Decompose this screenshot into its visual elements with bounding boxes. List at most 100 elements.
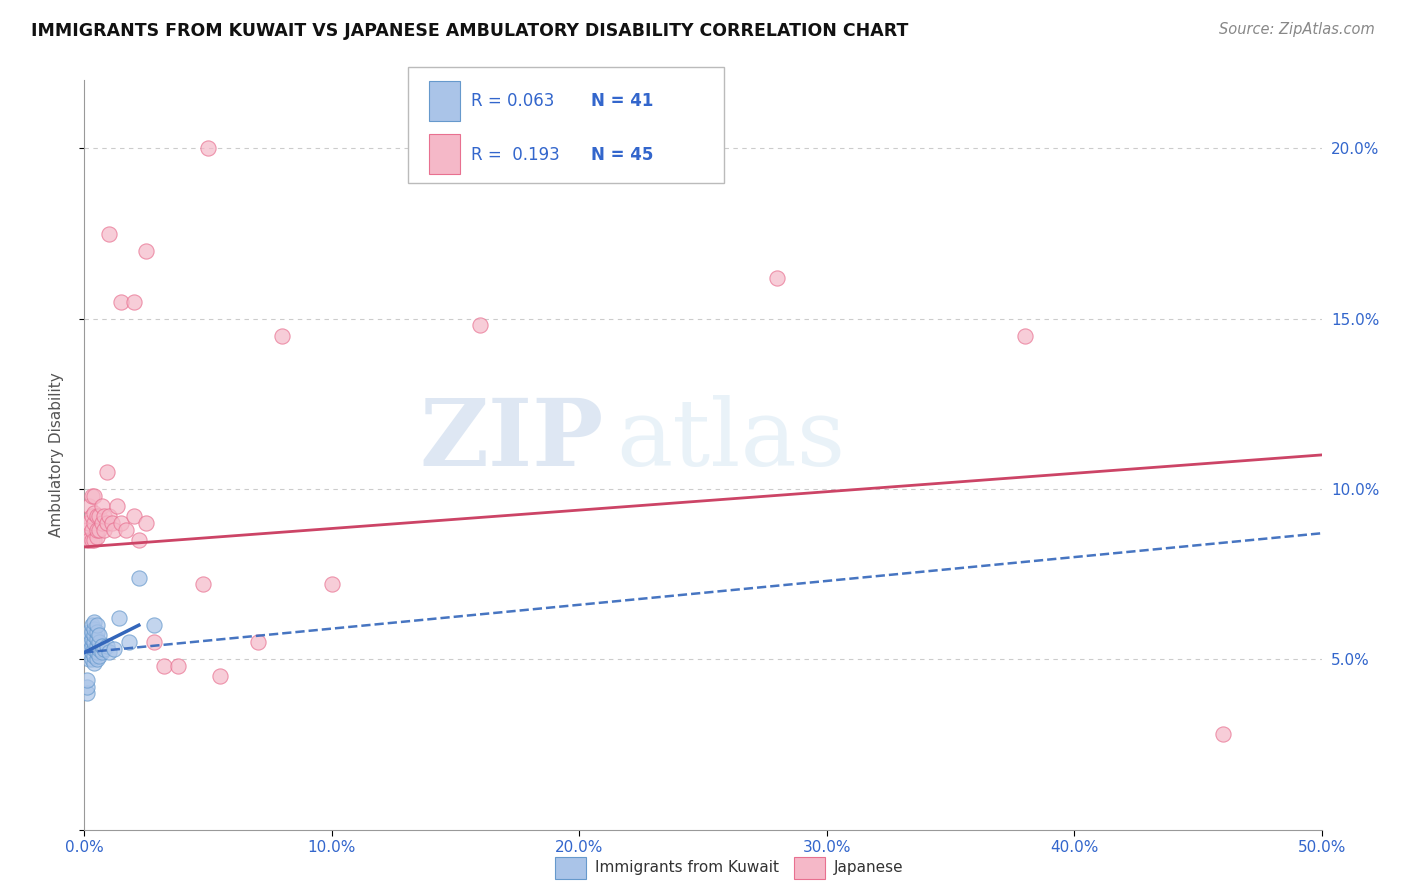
Point [197,141,219,155]
Point [90,499,112,513]
Text: IMMIGRANTS FROM KUWAIT VS JAPANESE AMBULATORY DISABILITY CORRELATION CHART: IMMIGRANTS FROM KUWAIT VS JAPANESE AMBUL… [31,22,908,40]
Point [271,328,294,343]
Point [83,642,105,657]
Point [96,639,118,653]
Text: R =  0.193: R = 0.193 [471,146,560,164]
Y-axis label: Ambulatory Disability: Ambulatory Disability [49,373,63,537]
Point [86,530,108,544]
Point [118,635,141,649]
Point [80,645,103,659]
Text: Source: ZipAtlas.com: Source: ZipAtlas.com [1219,22,1375,37]
Point [142,635,165,649]
Point [93,523,115,537]
Point [83,628,105,642]
Point [103,642,125,657]
Point [83,506,105,520]
Text: ZIP: ZIP [420,395,605,485]
Point [83,635,105,649]
Point [128,570,150,584]
Point [128,533,150,547]
Point [191,577,214,591]
Point [1014,328,1036,343]
Text: Japanese: Japanese [834,861,904,875]
Point [76,523,98,537]
Point [76,686,98,700]
Point [167,659,190,673]
Point [76,516,98,530]
Point [83,622,105,636]
Point [86,625,108,640]
Point [80,533,103,547]
Point [90,516,112,530]
Point [79,652,101,666]
Point [80,632,103,646]
Point [103,523,125,537]
Point [96,465,118,479]
Point [89,642,111,657]
Point [79,625,101,640]
Point [83,489,105,503]
Point [86,618,108,632]
Point [89,635,111,649]
Point [135,244,157,258]
Point [122,294,145,309]
Point [115,523,138,537]
Point [79,533,101,547]
Point [79,516,101,530]
Point [93,642,115,657]
Text: N = 45: N = 45 [591,146,652,164]
Point [98,227,121,241]
Point [90,639,112,653]
Text: N = 41: N = 41 [591,93,652,111]
Point [83,656,105,670]
Point [80,489,103,503]
Point [246,635,269,649]
Point [108,611,131,625]
Point [86,509,108,524]
Point [80,639,103,653]
Point [83,648,105,663]
Point [80,625,103,640]
Point [86,652,108,666]
Point [1212,727,1234,741]
Point [90,645,112,659]
Point [79,645,101,659]
Point [110,516,132,530]
Point [470,318,492,333]
Point [89,648,111,663]
Point [86,632,108,646]
Point [135,516,157,530]
Point [122,509,145,524]
Point [89,628,111,642]
Point [152,659,174,673]
Point [209,669,232,683]
Point [79,499,101,513]
Point [89,523,111,537]
Point [98,509,121,524]
Point [83,533,105,547]
Point [766,270,789,285]
Text: R = 0.063: R = 0.063 [471,93,554,111]
Point [79,639,101,653]
Point [86,639,108,653]
Point [83,516,105,530]
Point [80,523,103,537]
Point [76,673,98,687]
Point [76,680,98,694]
Point [110,294,132,309]
Point [79,632,101,646]
Point [105,499,128,513]
Point [321,577,343,591]
Point [86,645,108,659]
Point [80,618,103,632]
Point [86,523,108,537]
Point [93,509,115,524]
Point [80,652,103,666]
Point [100,516,122,530]
Point [89,509,111,524]
Point [98,645,121,659]
Point [83,615,105,629]
Point [76,533,98,547]
Point [80,509,103,524]
Point [142,618,165,632]
